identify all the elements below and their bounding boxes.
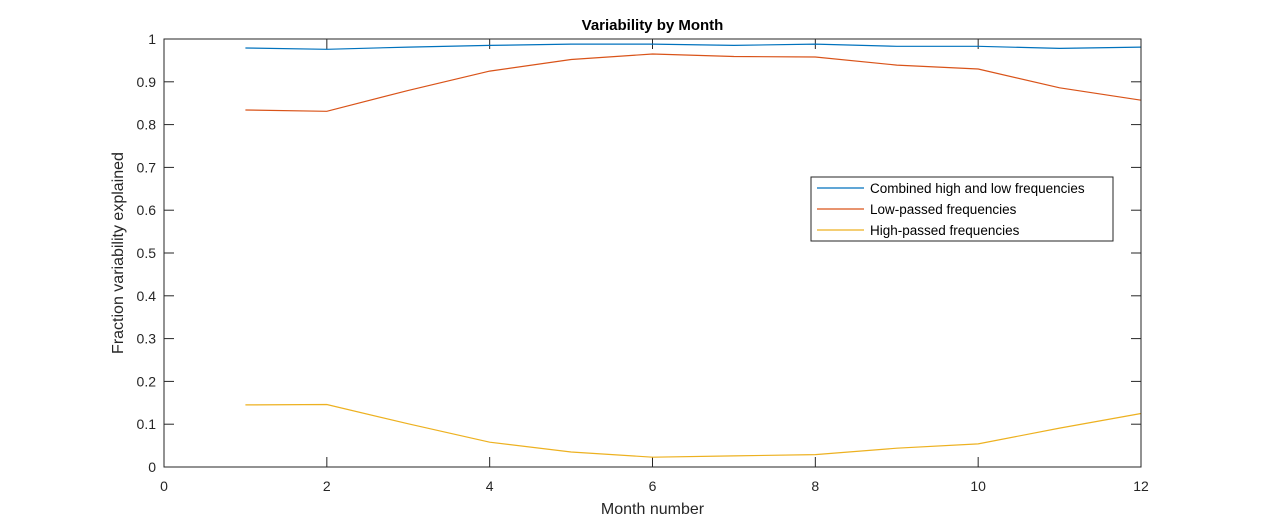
x-tick-label: 10 (970, 478, 986, 494)
legend-label-2: Low-passed frequencies (870, 202, 1017, 217)
y-tick-label: 0.4 (137, 288, 157, 304)
y-tick-label: 0.9 (137, 74, 157, 90)
series-line-3 (245, 403, 1142, 458)
y-tick-label: 0.5 (137, 245, 157, 261)
y-axis-label: Fraction variability explained (110, 152, 127, 354)
y-tick-label: 1 (148, 31, 156, 47)
x-tick-label: 8 (811, 478, 819, 494)
legend: Combined high and low frequencies Low-pas… (810, 176, 1114, 242)
x-axis-label: Month number (601, 501, 705, 518)
series-lines (245, 43, 1142, 458)
y-tick-labels: 0 0.1 0.2 0.3 0.4 0.5 0.6 0.7 0.8 0.9 1 (137, 31, 157, 475)
x-tick-label: 4 (486, 478, 494, 494)
series-line-2 (245, 53, 1142, 112)
chart-title: Variability by Month (582, 17, 724, 34)
y-tick-label: 0.8 (137, 117, 157, 133)
y-tick-label: 0.1 (137, 416, 157, 432)
legend-label-1: Combined high and low frequencies (870, 181, 1085, 196)
y-tick-label: 0.2 (137, 373, 157, 389)
x-tick-label: 12 (1133, 478, 1149, 494)
x-tick-label: 6 (649, 478, 657, 494)
y-tick-label: 0.6 (137, 202, 157, 218)
plot-frame (163, 38, 1142, 468)
y-tick-label: 0 (148, 459, 156, 475)
series-line-1 (245, 43, 1142, 50)
x-tick-label: 2 (323, 478, 331, 494)
plot-area (164, 39, 1141, 467)
legend-label-3: High-passed frequencies (870, 223, 1020, 238)
y-tick-label: 0.3 (137, 331, 157, 347)
y-tick-label: 0.7 (137, 159, 157, 175)
x-tick-label: 0 (160, 478, 168, 494)
x-tick-labels: 0 2 4 6 8 10 12 (160, 478, 1149, 494)
